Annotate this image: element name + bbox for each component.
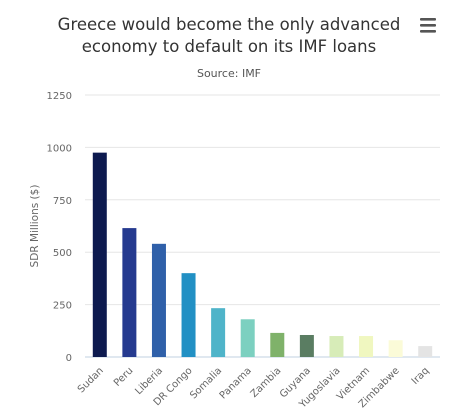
bar-somalia[interactable]	[211, 308, 226, 357]
chart-subtitle: Source: IMF	[197, 67, 261, 80]
x-category-label: Zambia	[249, 365, 284, 400]
bar-liberia[interactable]	[151, 243, 166, 357]
bar-peru[interactable]	[122, 228, 137, 357]
bar-iraq[interactable]	[418, 346, 433, 357]
x-category-label: Sudan	[76, 365, 106, 395]
y-tick-label: 250	[53, 301, 72, 312]
chart-title-line-1: Greece would become the only advanced	[58, 15, 401, 34]
y-axis-ticks: 0 250 500 750 1000 1250	[47, 91, 72, 364]
bar-zambia[interactable]	[270, 332, 285, 357]
bars	[92, 152, 433, 357]
bar-zimbabwe[interactable]	[388, 340, 403, 357]
bar-dr-congo[interactable]	[181, 273, 196, 357]
bar-guyana[interactable]	[299, 334, 314, 357]
y-tick-label: 0	[66, 353, 72, 364]
x-category-label: Iraq	[410, 365, 432, 387]
chart-menu-button[interactable]	[416, 14, 440, 36]
x-category-label: Peru	[112, 365, 136, 389]
bar-sudan[interactable]	[92, 152, 107, 357]
bar-panama[interactable]	[240, 319, 255, 357]
y-tick-label: 1000	[47, 143, 72, 154]
hamburger-menu-icon	[420, 18, 436, 33]
y-tick-label: 500	[53, 248, 72, 259]
chart-title-line-2: economy to default on its IMF loans	[82, 37, 376, 56]
gridlines	[85, 94, 440, 358]
y-tick-label: 1250	[47, 91, 72, 102]
x-category-label: Panama	[218, 365, 254, 401]
bar-yugoslavia[interactable]	[329, 336, 344, 357]
y-tick-label: 750	[53, 196, 72, 207]
bar-vietnam[interactable]	[359, 336, 374, 357]
y-axis-title: SDR Millions ($)	[29, 185, 41, 268]
